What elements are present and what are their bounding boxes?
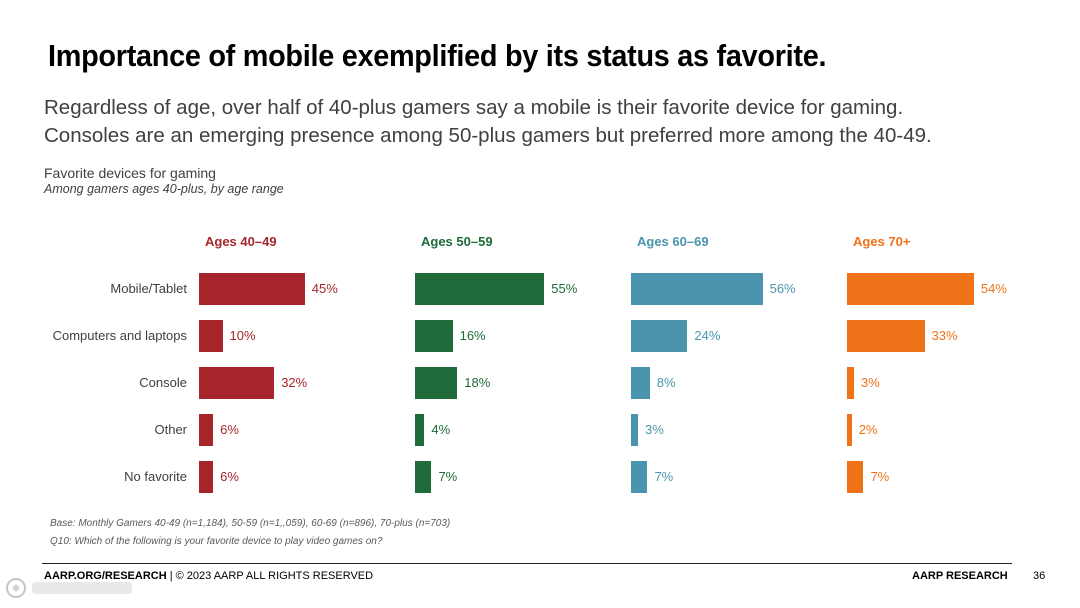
bar-ages-50-59-other xyxy=(415,414,425,446)
category-label-no-favorite: No favorite xyxy=(124,469,187,484)
bar-ages-70-mobile-tablet xyxy=(847,273,974,305)
value-label-ages-70-mobile-tablet: 54% xyxy=(980,281,1007,296)
value-label-ages-50-59-other: 4% xyxy=(431,422,451,437)
base-note: Base: Monthly Gamers 40-49 (n=1,184), 50… xyxy=(50,518,451,529)
bar-ages-60-69-computers-and-laptops xyxy=(631,320,688,352)
bar-ages-60-69-other xyxy=(631,414,639,446)
value-label-ages-40-49-console: 32% xyxy=(281,375,308,390)
value-label-ages-50-59-mobile-tablet: 55% xyxy=(551,281,578,296)
watermark-logo-icon xyxy=(6,578,132,598)
bar-ages-70-other xyxy=(847,414,852,446)
footer-rights: | © 2023 AARP ALL RIGHTS RESERVED xyxy=(166,570,374,582)
value-label-ages-70-computers-and-laptops: 33% xyxy=(931,328,958,343)
bar-ages-60-69-mobile-tablet xyxy=(631,273,763,305)
value-label-ages-50-59-computers-and-laptops: 16% xyxy=(459,328,486,343)
subtitle-line-1: Regardless of age, over half of 40-plus … xyxy=(44,96,904,119)
value-label-ages-40-49-computers-and-laptops: 10% xyxy=(229,328,256,343)
slide-subtitle: Regardless of age, over half of 40-plus … xyxy=(44,94,1054,150)
value-label-ages-70-other: 2% xyxy=(858,422,878,437)
series-title-ages-60-69: Ages 60–69 xyxy=(637,234,709,249)
category-label-console: Console xyxy=(139,375,187,390)
value-label-ages-40-49-no-favorite: 6% xyxy=(220,469,239,484)
bar-ages-60-69-console xyxy=(631,367,650,399)
bar-ages-50-59-no-favorite xyxy=(415,461,432,493)
bar-ages-50-59-mobile-tablet xyxy=(415,273,545,305)
series-title-ages-70: Ages 70+ xyxy=(853,234,911,249)
value-label-ages-40-49-mobile-tablet: 45% xyxy=(311,281,338,296)
value-label-ages-60-69-other: 3% xyxy=(645,422,664,437)
chart-subtitle: Among gamers ages 40-plus, by age range xyxy=(44,182,284,196)
bar-ages-40-49-other xyxy=(199,414,214,446)
value-label-ages-60-69-computers-and-laptops: 24% xyxy=(694,328,721,343)
subtitle-line-2: Consoles are an emerging presence among … xyxy=(44,124,932,147)
footer-copyright: AARP.ORG/RESEARCH | © 2023 AARP ALL RIGH… xyxy=(44,570,373,582)
footer-divider xyxy=(42,563,1012,564)
bar-ages-40-49-no-favorite xyxy=(199,461,214,493)
series-title-ages-40-49: Ages 40–49 xyxy=(205,234,277,249)
series-title-ages-50-59: Ages 50–59 xyxy=(421,234,493,249)
bar-ages-70-no-favorite xyxy=(847,461,864,493)
bar-ages-60-69-no-favorite xyxy=(631,461,648,493)
bar-ages-50-59-computers-and-laptops xyxy=(415,320,453,352)
footer-site-link[interactable]: AARP.ORG/RESEARCH xyxy=(44,570,167,582)
question-note: Q10: Which of the following is your favo… xyxy=(50,536,383,547)
bar-ages-40-49-console xyxy=(199,367,275,399)
footer-brand: AARP RESEARCH xyxy=(912,570,1008,582)
page-number: 36 xyxy=(1033,570,1046,582)
bar-ages-70-console xyxy=(847,367,855,399)
value-label-ages-70-no-favorite: 7% xyxy=(870,469,890,484)
bar-ages-40-49-computers-and-laptops xyxy=(199,320,223,352)
value-label-ages-60-69-mobile-tablet: 56% xyxy=(769,281,796,296)
value-label-ages-50-59-no-favorite: 7% xyxy=(438,469,458,484)
value-label-ages-60-69-no-favorite: 7% xyxy=(654,469,674,484)
bar-ages-70-computers-and-laptops xyxy=(847,320,925,352)
chart-title: Favorite devices for gaming xyxy=(44,165,216,181)
value-label-ages-70-console: 3% xyxy=(861,375,880,390)
bar-ages-40-49-mobile-tablet xyxy=(199,273,305,305)
category-label-other: Other xyxy=(154,422,187,437)
category-label-computers-and-laptops: Computers and laptops xyxy=(52,328,187,343)
slide-title: Importance of mobile exemplified by its … xyxy=(48,38,827,73)
category-label-mobile-tablet: Mobile/Tablet xyxy=(110,281,187,296)
value-label-ages-60-69-console: 8% xyxy=(656,375,676,390)
bar-ages-50-59-console xyxy=(415,367,458,399)
value-label-ages-50-59-console: 18% xyxy=(464,375,491,390)
value-label-ages-40-49-other: 6% xyxy=(220,422,239,437)
